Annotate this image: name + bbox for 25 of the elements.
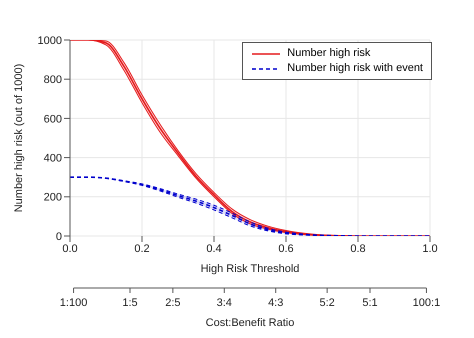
x-tick-label: 1.0 bbox=[422, 242, 438, 255]
x2-axis-title: Cost:Benefit Ratio bbox=[206, 317, 294, 329]
text: 3:4 bbox=[216, 297, 232, 309]
y-tick-label: 200 bbox=[44, 192, 62, 204]
x-tick-label: 0.6 bbox=[278, 242, 294, 255]
y-tick-label: 1000 bbox=[38, 34, 62, 47]
legend-label: Number high risk bbox=[287, 46, 370, 61]
text: 1:100 bbox=[60, 297, 88, 309]
text: 100:1 bbox=[412, 297, 440, 309]
y-tick-label: 0 bbox=[56, 230, 62, 243]
text: 4:3 bbox=[268, 297, 284, 309]
legend-label: Number high risk with event bbox=[287, 61, 423, 76]
x-tick-label: 0.4 bbox=[206, 242, 222, 255]
x-axis-title: High Risk Threshold bbox=[200, 263, 300, 275]
x-tick-label: 0.8 bbox=[350, 242, 366, 255]
y-tick-label: 400 bbox=[44, 152, 62, 165]
x-tick-label: 0.0 bbox=[62, 242, 78, 255]
text: 5:1 bbox=[362, 297, 378, 309]
y-tick-label: 800 bbox=[44, 74, 62, 86]
y-axis-title: Number high risk (out of 1000) bbox=[12, 64, 25, 212]
x-tick-label: 0.2 bbox=[134, 242, 150, 255]
y-tick-label: 600 bbox=[44, 113, 62, 126]
text: 2:5 bbox=[165, 297, 181, 309]
text: 1:5 bbox=[122, 297, 138, 309]
text: 5:2 bbox=[319, 297, 335, 309]
